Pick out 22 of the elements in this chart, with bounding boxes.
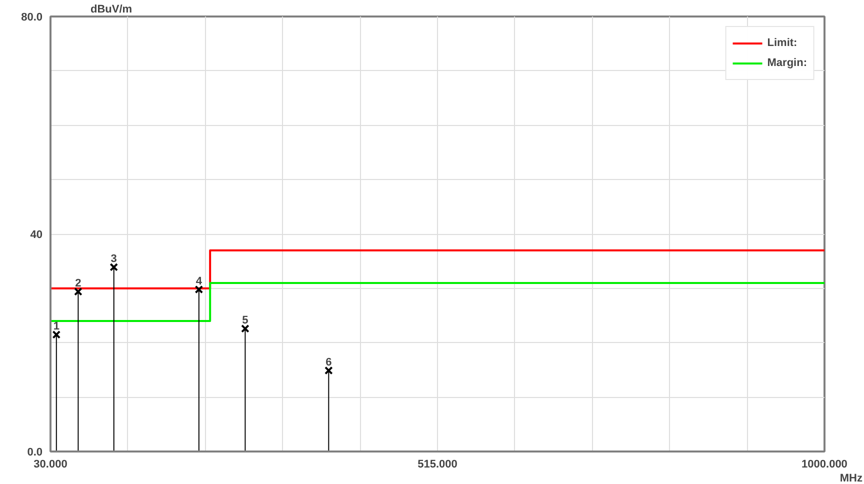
y-tick-label: 80.0: [21, 12, 43, 24]
x-axis-title: MHz: [840, 472, 863, 484]
point: [194, 285, 204, 294]
point: [52, 330, 61, 339]
point: [324, 366, 333, 375]
y-tick-label: 40: [30, 229, 43, 241]
x-tick-label: 1000.000: [802, 458, 848, 470]
point: [110, 262, 118, 272]
annotation: 1: [53, 320, 60, 333]
annotation: 2: [75, 278, 82, 290]
legend-label: Margin:: [767, 57, 807, 69]
x-tick-label: 515.000: [418, 458, 458, 470]
x-tick-label: 30.000: [34, 458, 68, 470]
legend-label: Limit:: [767, 37, 798, 49]
annotation: 3: [110, 253, 117, 266]
point: [241, 324, 250, 333]
annotation: 5: [242, 314, 248, 327]
y-axis-title: dBuV/m: [90, 4, 132, 16]
annotation: 4: [196, 275, 203, 288]
y-tick-label: 0.0: [27, 446, 43, 458]
point: [74, 287, 82, 296]
annotation: 6: [326, 356, 332, 368]
